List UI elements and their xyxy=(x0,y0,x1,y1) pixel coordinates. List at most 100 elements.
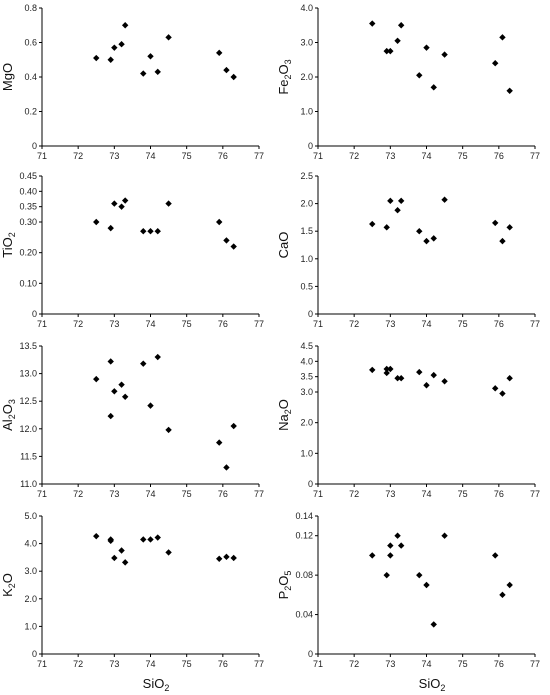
data-point xyxy=(107,412,114,420)
x-tick-label: 73 xyxy=(385,319,395,329)
data-point xyxy=(430,235,437,242)
y-axis-label-part: O xyxy=(276,576,291,586)
x-tick-label: 77 xyxy=(530,489,540,499)
y-tick-label: 0.04 xyxy=(295,610,313,620)
data-point xyxy=(118,381,125,388)
data-point xyxy=(230,73,237,81)
y-tick-label: 0.5 xyxy=(300,281,313,291)
y-tick-label: 0.45 xyxy=(19,171,37,181)
y-axis-label-subscript: 3 xyxy=(7,399,17,404)
x-tick-label: 76 xyxy=(218,151,228,161)
scatter-panel-8: 0 0.04 0.08 0.12 0.14 71 72 73 74 75 76 77 P2O5 xyxy=(276,511,540,669)
data-point xyxy=(394,37,401,44)
data-point xyxy=(369,552,376,559)
data-point xyxy=(154,534,161,541)
x-tick-label: 75 xyxy=(458,151,468,161)
y-axis-label-subscript: 2 xyxy=(283,409,293,414)
y-tick-label: 0.08 xyxy=(295,570,313,580)
y-tick-label: 12.0 xyxy=(19,424,37,434)
data-point xyxy=(111,200,118,207)
y-tick-label: 0.10 xyxy=(19,278,37,288)
data-point xyxy=(107,56,114,63)
data-point xyxy=(397,197,405,205)
data-point xyxy=(118,547,125,554)
x-axis-label-subscript: 2 xyxy=(164,683,169,693)
data-point xyxy=(499,237,506,245)
data-point xyxy=(93,218,100,226)
y-tick-label: 2.0 xyxy=(24,594,37,604)
x-tick-label: 71 xyxy=(37,319,47,329)
data-point xyxy=(394,375,401,382)
data-point xyxy=(107,537,114,545)
x-tick-label: 77 xyxy=(530,151,540,161)
data-point xyxy=(165,426,172,434)
data-point xyxy=(387,197,394,205)
y-tick-label: 12.5 xyxy=(19,396,37,406)
data-point xyxy=(499,591,506,599)
scatter-panel-2: 0 1.0 2.0 3.0 4.0 71 72 73 74 75 76 77 Fe2O3 xyxy=(276,3,540,161)
data-point xyxy=(165,34,172,41)
data-point xyxy=(441,378,448,385)
x-tick-label: 73 xyxy=(109,151,119,161)
y-tick-label: 1.0 xyxy=(300,107,313,117)
y-axis-label-part: Na xyxy=(276,413,291,430)
data-point xyxy=(223,66,230,74)
x-tick-label: 74 xyxy=(421,659,431,669)
data-point xyxy=(430,621,437,628)
y-axis-label-subscript: 2 xyxy=(7,232,17,237)
y-tick-label: 13.0 xyxy=(19,369,37,379)
data-point xyxy=(121,393,129,400)
x-tick-label: 71 xyxy=(37,151,47,161)
y-tick-label: 5.0 xyxy=(24,511,37,521)
data-point xyxy=(506,224,513,231)
data-point xyxy=(230,243,237,250)
data-point xyxy=(154,228,161,235)
y-tick-label: 0 xyxy=(32,141,37,151)
data-point xyxy=(423,382,430,389)
data-point xyxy=(492,60,499,67)
x-tick-label: 75 xyxy=(182,319,192,329)
data-point xyxy=(387,542,394,549)
x-tick-label: 77 xyxy=(254,151,264,161)
y-axis-label: K2O xyxy=(0,573,17,597)
data-point xyxy=(499,390,506,397)
x-tick-label: 71 xyxy=(313,489,323,499)
data-point xyxy=(383,369,390,377)
y-tick-label: 0.2 xyxy=(24,107,37,117)
data-point xyxy=(416,72,423,79)
data-point xyxy=(147,402,154,409)
data-point xyxy=(383,365,390,373)
data-point xyxy=(93,532,100,540)
data-point xyxy=(441,196,448,203)
data-point xyxy=(387,47,394,55)
y-tick-label: 0.20 xyxy=(19,248,37,258)
data-point xyxy=(383,571,390,579)
data-point xyxy=(499,34,506,41)
y-axis-label: Fe2O3 xyxy=(276,59,293,94)
data-point xyxy=(140,536,147,543)
x-tick-label: 72 xyxy=(73,489,83,499)
scatter-panel-3: 0 0.10 0.20 0.30 0.35 0.40 0.45 71 72 73 74 75 76 77 T… xyxy=(0,171,264,329)
y-tick-label: 0.8 xyxy=(24,3,37,13)
x-tick-label: 77 xyxy=(254,659,264,669)
data-point xyxy=(492,385,499,392)
x-tick-label: 74 xyxy=(145,489,155,499)
data-point xyxy=(369,366,376,374)
svg-text:SiO2: SiO2 xyxy=(419,676,446,693)
y-tick-label: 11.5 xyxy=(20,451,37,461)
x-tick-label: 71 xyxy=(37,659,47,669)
y-tick-label: 1.0 xyxy=(24,621,37,631)
y-tick-label: 0.14 xyxy=(295,511,313,521)
x-tick-label: 73 xyxy=(109,319,119,329)
x-tick-label: 71 xyxy=(313,151,323,161)
x-tick-label: 74 xyxy=(421,489,431,499)
x-axis-label-subscript: 2 xyxy=(440,683,445,693)
x-tick-label: 74 xyxy=(421,319,431,329)
data-point xyxy=(369,220,376,228)
data-point xyxy=(423,237,430,245)
x-tick-label: 76 xyxy=(494,151,504,161)
data-point xyxy=(383,47,390,55)
y-axis-label: MgO xyxy=(0,63,15,91)
x-tick-label: 75 xyxy=(182,659,192,669)
